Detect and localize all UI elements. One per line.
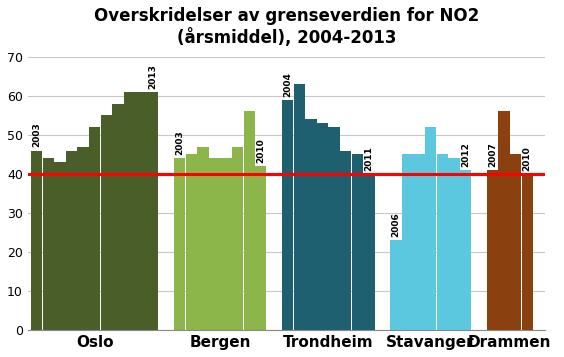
Bar	[328, 127, 340, 330]
Bar	[305, 119, 316, 330]
Bar	[186, 155, 197, 330]
Bar	[209, 159, 220, 330]
Bar	[487, 170, 498, 330]
Text: 2010: 2010	[256, 138, 265, 163]
Bar	[43, 159, 54, 330]
Text: 2003: 2003	[32, 123, 41, 147]
Text: 2006: 2006	[391, 212, 400, 237]
Bar	[294, 84, 305, 330]
Bar	[402, 155, 413, 330]
Bar	[174, 159, 186, 330]
Bar	[282, 100, 293, 330]
Text: 2004: 2004	[283, 72, 292, 97]
Bar	[135, 92, 147, 330]
Bar	[147, 92, 158, 330]
Bar	[89, 127, 100, 330]
Bar	[77, 147, 89, 330]
Bar	[66, 151, 77, 330]
Text: 2003: 2003	[175, 130, 184, 155]
Bar	[522, 174, 533, 330]
Bar	[100, 115, 112, 330]
Text: 2011: 2011	[364, 146, 373, 171]
Bar	[232, 147, 243, 330]
Bar	[437, 155, 448, 330]
Bar	[425, 127, 437, 330]
Bar	[390, 240, 402, 330]
Bar	[448, 159, 460, 330]
Bar	[54, 162, 65, 330]
Bar	[221, 159, 232, 330]
Title: Overskridelser av grenseverdien for NO2
(årsmiddel), 2004-2013: Overskridelser av grenseverdien for NO2 …	[94, 7, 479, 47]
Bar	[460, 170, 471, 330]
Bar	[413, 155, 425, 330]
Bar	[499, 111, 510, 330]
Bar	[317, 123, 328, 330]
Text: 2012: 2012	[461, 142, 470, 167]
Bar	[31, 151, 42, 330]
Bar	[124, 92, 135, 330]
Bar	[510, 155, 521, 330]
Bar	[363, 174, 374, 330]
Text: 2010: 2010	[523, 146, 532, 171]
Bar	[197, 147, 209, 330]
Bar	[112, 104, 124, 330]
Text: 2007: 2007	[488, 142, 497, 167]
Bar	[351, 155, 363, 330]
Bar	[244, 111, 255, 330]
Text: 2013: 2013	[148, 64, 157, 89]
Bar	[255, 166, 266, 330]
Bar	[340, 151, 351, 330]
